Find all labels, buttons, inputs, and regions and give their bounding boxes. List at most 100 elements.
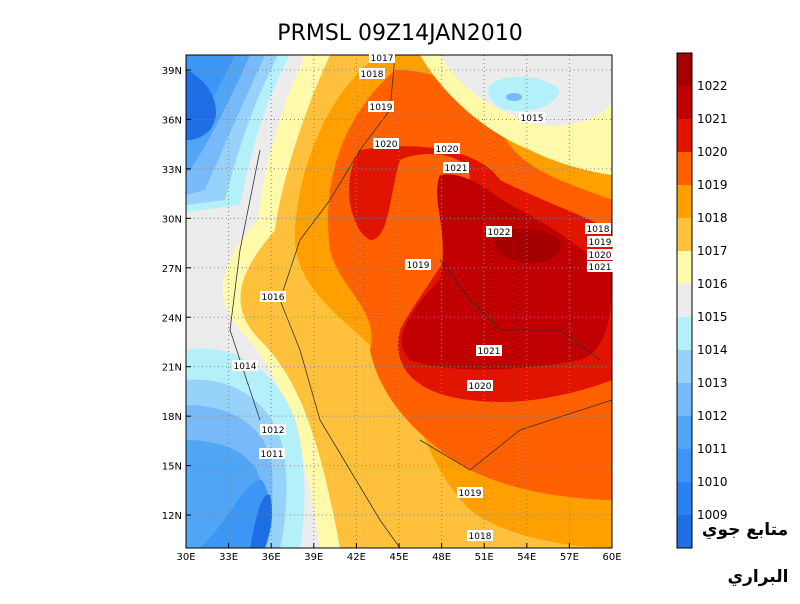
fill-1009 <box>186 70 273 548</box>
contour-label-box <box>260 424 286 435</box>
pressure-field <box>186 55 612 548</box>
lat-tick-label: 27N <box>162 264 182 275</box>
contour-label-box <box>476 345 502 356</box>
contour-label: 1021 <box>478 347 501 357</box>
colorbar-band <box>677 383 692 416</box>
contour-label: 1019 <box>459 489 482 499</box>
colorbar-label: 1020 <box>697 145 728 159</box>
contour-label-box <box>373 138 399 149</box>
contour-label-box <box>587 261 613 272</box>
colorbar-band <box>677 119 692 152</box>
colorbar-label: 1016 <box>697 277 728 291</box>
colorbar-band <box>677 449 692 482</box>
contour-label: 1020 <box>469 382 492 392</box>
lon-tick-label: 57E <box>560 552 579 563</box>
contour-label-box <box>467 380 493 391</box>
contour-label: 1017 <box>371 54 394 64</box>
contour-label-box <box>434 143 460 154</box>
colorbar-label: 1010 <box>697 475 728 489</box>
contour-label-box <box>369 52 395 63</box>
contour-label-box <box>443 162 469 173</box>
contour-label: 1020 <box>589 251 612 261</box>
contour-label-box <box>486 226 512 237</box>
contour-label: 1011 <box>261 450 284 460</box>
contour-label: 1015 <box>521 114 544 124</box>
colorbar-label: 1015 <box>697 310 728 324</box>
lat-tick-label: 39N <box>162 66 182 77</box>
colorbar-label: 1011 <box>697 442 728 456</box>
lon-tick-label: 42E <box>347 552 366 563</box>
colorbar-label: 1013 <box>697 376 728 390</box>
colorbar-band <box>677 185 692 218</box>
contour-labels: 1017 1018 1019 1020 1020 1021 1022 1018 1019 1020… <box>232 52 613 542</box>
colorbar-frame <box>676 52 693 549</box>
colorbar-label: 1019 <box>697 178 728 192</box>
colorbar: 1009 1010 1011 1012 1013 1014 1015 1016 1017 1018… <box>676 52 728 549</box>
colorbar-label: 1021 <box>697 112 728 126</box>
lon-tick-label: 54E <box>517 552 536 563</box>
watermark-line: البراري <box>728 567 789 587</box>
colorbar-band <box>677 86 692 119</box>
contour-label: 1019 <box>407 261 430 271</box>
colorbar-band <box>677 350 692 383</box>
contour-label-box <box>519 112 545 123</box>
lat-tick-label: 12N <box>162 511 182 522</box>
contour-label: 1012 <box>262 426 285 436</box>
colorbar-band <box>677 251 692 284</box>
title: PRMSL 09Z14JAN2010 <box>277 21 522 46</box>
contour-label-box <box>467 530 493 541</box>
contour-label: 1014 <box>234 362 257 372</box>
fill-1022 <box>494 228 561 263</box>
colorbar-label: 1014 <box>697 343 728 357</box>
contour-label: 1019 <box>589 238 612 248</box>
contour-label: 1018 <box>587 225 610 235</box>
lon-tick-label: 39E <box>304 552 323 563</box>
lon-tick-label: 45E <box>389 552 408 563</box>
contour-label: 1021 <box>445 164 468 174</box>
colorbar-band <box>677 416 692 449</box>
colorbar-band <box>677 515 692 548</box>
lon-tick-label: 33E <box>219 552 238 563</box>
contour-label-box <box>259 448 285 459</box>
colorbar-label: 1022 <box>697 79 728 93</box>
colorbar-label: 1017 <box>697 244 728 258</box>
fill-1014-ne <box>488 76 560 111</box>
contour-label-box <box>260 291 286 302</box>
lat-tick-label: 21N <box>162 363 182 374</box>
contour-label: 1018 <box>469 532 492 542</box>
colorbar-label: 1009 <box>697 508 728 522</box>
contour-label-box <box>587 249 613 260</box>
colorbar-band <box>677 53 692 86</box>
lat-tick-label: 18N <box>162 412 182 423</box>
lon-tick-label: 51E <box>475 552 494 563</box>
colorbar-label: 1018 <box>697 211 728 225</box>
contour-label: 1021 <box>589 263 612 273</box>
contour-label: 1016 <box>262 293 285 303</box>
watermark-line: متابع جوي <box>702 520 788 540</box>
fill-1021 <box>401 174 612 370</box>
lon-tick-label: 60E <box>602 552 621 563</box>
contour-label: 1019 <box>370 103 393 113</box>
contour-label: 1018 <box>361 70 384 80</box>
colorbar-band <box>677 317 692 350</box>
colorbar-band <box>677 152 692 185</box>
colorbar-label: 1012 <box>697 409 728 423</box>
lon-tick-label: 30E <box>176 552 195 563</box>
contour-label-box <box>359 68 385 79</box>
lat-tick-label: 15N <box>162 462 182 473</box>
colorbar-band <box>677 482 692 515</box>
lat-tick-label: 24N <box>162 313 182 324</box>
lon-tick-label: 48E <box>432 552 451 563</box>
lat-tick-label: 30N <box>162 214 182 225</box>
contour-label-box <box>405 259 431 270</box>
contour-label-box <box>232 360 258 371</box>
lon-tick-label: 36E <box>262 552 281 563</box>
contour-label-box <box>457 487 483 498</box>
contour-label: 1020 <box>375 140 398 150</box>
contour-label-box <box>368 101 394 112</box>
colorbar-band <box>677 284 692 317</box>
contour-label: 1020 <box>436 145 459 155</box>
contour-label-box <box>587 236 613 247</box>
contour-label-box <box>585 223 611 234</box>
